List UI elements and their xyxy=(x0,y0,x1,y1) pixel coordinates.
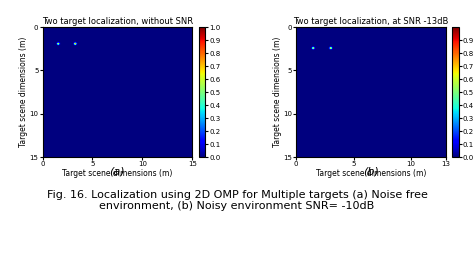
X-axis label: Target scene dimensions (m): Target scene dimensions (m) xyxy=(62,169,173,178)
X-axis label: Target scene dimensions (m): Target scene dimensions (m) xyxy=(316,169,426,178)
Y-axis label: Target scene dimensions (m): Target scene dimensions (m) xyxy=(19,37,28,147)
Y-axis label: Target scene dimensions (m): Target scene dimensions (m) xyxy=(273,37,282,147)
Title: Two target localization, without SNR: Two target localization, without SNR xyxy=(42,17,193,26)
Text: (a): (a) xyxy=(109,167,125,177)
Text: (b): (b) xyxy=(363,167,379,177)
Title: Two target localization, at SNR -13dB: Two target localization, at SNR -13dB xyxy=(293,17,449,26)
Text: Fig. 16. Localization using 2D OMP for Multiple targets (a) Noise free
environme: Fig. 16. Localization using 2D OMP for M… xyxy=(46,190,428,211)
